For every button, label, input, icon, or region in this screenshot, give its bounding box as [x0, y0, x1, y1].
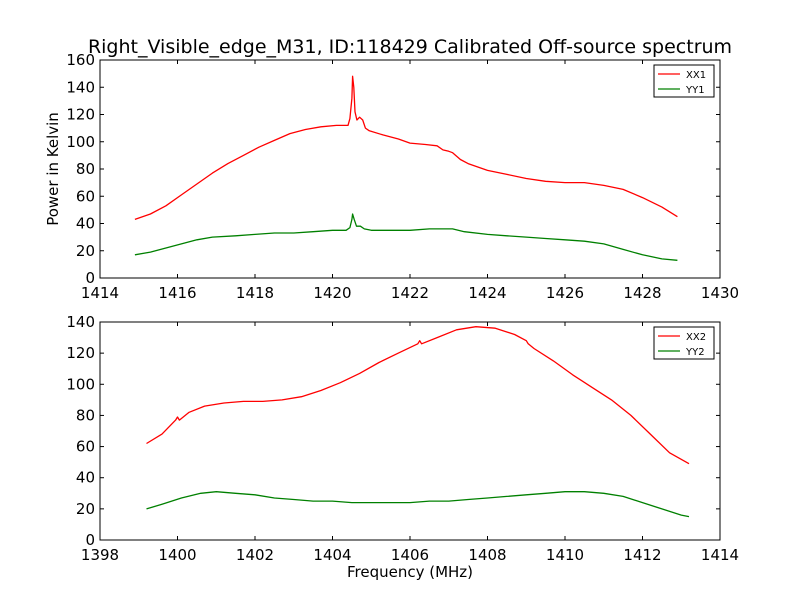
series-line-yy2: [146, 491, 690, 518]
x-tick-label: 1406: [391, 546, 429, 564]
x-tick-label: 1408: [468, 546, 506, 564]
y-tick-label: 60: [76, 438, 95, 456]
x-tick-label: 1430: [701, 284, 739, 302]
y-tick-label: 20: [76, 500, 95, 518]
y-tick-label: 0: [85, 531, 95, 549]
y-tick-label: 100: [66, 375, 95, 393]
x-tick-label: 1414: [81, 284, 119, 302]
y-tick-label: 140: [66, 313, 95, 331]
legend-box: [653, 326, 715, 360]
y-tick-label: 40: [76, 215, 95, 233]
legend-label-yy2: YY2: [685, 347, 705, 358]
series-line-yy1: [134, 213, 678, 261]
y-tick-label: 80: [76, 160, 95, 178]
top-spectrum-panel: 1414 1416 1418 1420 1422 1424 1426 1428 1430 0 20 4…: [66, 51, 739, 302]
x-tick-label: 1420: [313, 284, 351, 302]
y-tick-label: 120: [66, 106, 95, 124]
x-tick-label: 1418: [236, 284, 274, 302]
x-tick-label: 1398: [81, 546, 119, 564]
y-tick-label: 40: [76, 469, 95, 487]
y-tick-label: 160: [66, 51, 95, 69]
x-axis-label: Frequency (MHz): [347, 563, 473, 581]
y-tick-label: 100: [66, 133, 95, 151]
x-tick-label: 1402: [236, 546, 274, 564]
y-tick-label: 80: [76, 406, 95, 424]
x-tick-label: 1422: [391, 284, 429, 302]
legend-label-xx1: XX1: [686, 70, 706, 81]
x-tick-label: 1416: [158, 284, 196, 302]
x-tick-label: 1414: [701, 546, 739, 564]
legend-label-yy1: YY1: [685, 85, 705, 96]
y-tick-label: 20: [76, 242, 95, 260]
chart-title: Right_Visible_edge_M31, ID:118429 Calibr…: [88, 36, 732, 58]
legend-label-xx2: XX2: [686, 332, 706, 343]
x-tick-label: 1404: [313, 546, 351, 564]
bottom-spectrum-panel: 1398 1400 1402 1404 1406 1408 1410 1412 1414 0 20 4…: [66, 313, 739, 564]
series-line-xx2: [146, 326, 690, 465]
x-tick-label: 1426: [546, 284, 584, 302]
y-axis-label: Power in Kelvin: [44, 112, 62, 226]
x-tick-label: 1400: [158, 546, 196, 564]
x-tick-label: 1424: [468, 284, 506, 302]
y-tick-label: 0: [85, 269, 95, 287]
y-tick-label: 120: [66, 344, 95, 362]
y-tick-label: 140: [66, 78, 95, 96]
x-tick-label: 1428: [623, 284, 661, 302]
x-tick-label: 1412: [623, 546, 661, 564]
y-tick-label: 60: [76, 187, 95, 205]
legend-box: [653, 64, 715, 98]
x-tick-label: 1410: [546, 546, 584, 564]
series-line-xx1: [134, 75, 678, 221]
